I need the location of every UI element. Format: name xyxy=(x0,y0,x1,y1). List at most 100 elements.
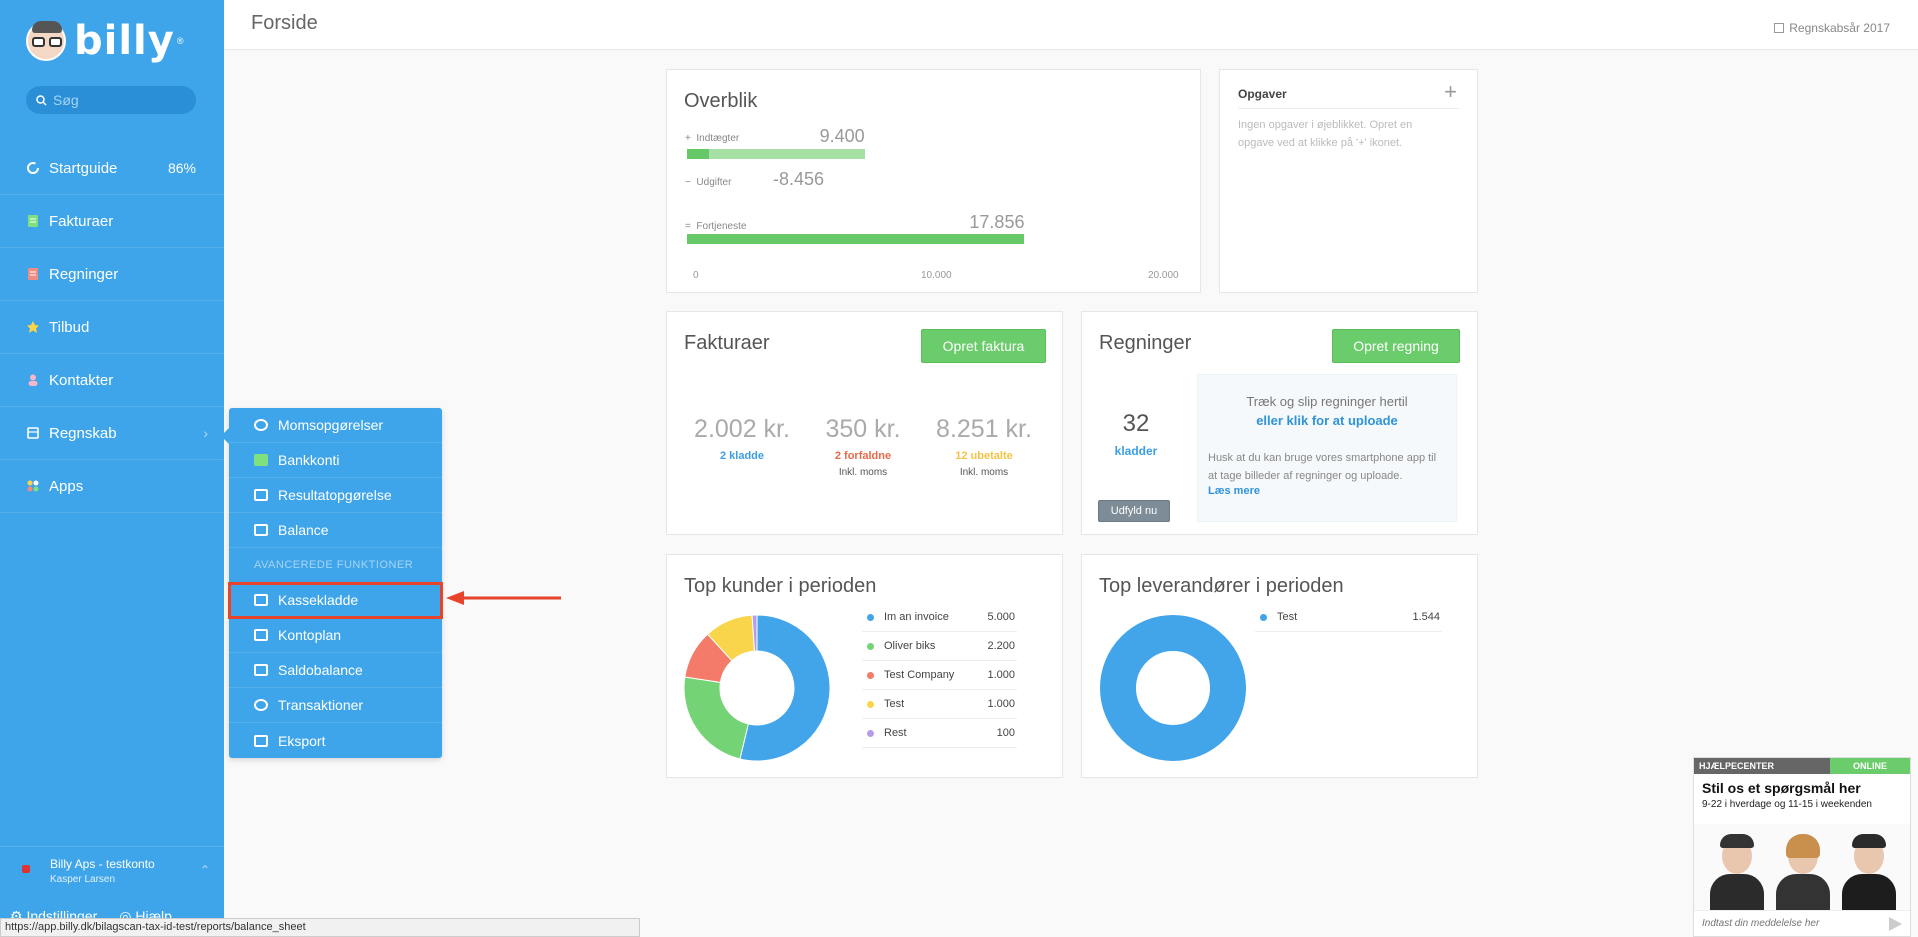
invoices-card: Fakturaer Opret faktura 2.002 kr. 2 klad… xyxy=(666,311,1063,535)
sidebar-item-regnskab[interactable]: Regnskab › xyxy=(0,407,224,460)
invoices-title: Fakturaer xyxy=(684,332,770,354)
top-customers-title: Top kunder i perioden xyxy=(684,575,877,597)
fiscal-year-selector[interactable]: Regnskabsår 2017 xyxy=(1774,21,1890,35)
stat-sub: Inkl. moms xyxy=(838,467,888,478)
search-input[interactable] xyxy=(53,92,183,108)
customer-legend-row[interactable]: Test 1.000 xyxy=(862,690,1017,719)
overview-profit-bar xyxy=(687,234,1025,244)
legend-name: Test Company xyxy=(884,669,955,681)
flyout-item-balance[interactable]: Balance xyxy=(229,513,442,548)
send-icon[interactable] xyxy=(1889,917,1902,931)
account-user: Kasper Larsen xyxy=(50,874,116,885)
page-header: Forside Regnskabsår 2017 xyxy=(224,0,1918,50)
flyout-item-saldobalance[interactable]: Saldobalance xyxy=(229,653,442,688)
sidebar-item-tilbud[interactable]: Tilbud xyxy=(0,301,224,354)
contact-icon xyxy=(28,374,38,386)
flyout-item-transaktioner[interactable]: Transaktioner xyxy=(229,688,442,723)
logo-text: billy xyxy=(74,18,175,64)
balance-icon xyxy=(254,524,268,536)
list-report-icon xyxy=(254,489,268,501)
trial-balance-icon xyxy=(254,664,268,676)
overview-income-fill xyxy=(687,149,709,159)
bill-upload-dropzone[interactable]: Træk og slip regninger hertil eller klik… xyxy=(1197,374,1457,522)
invoice-stat-draft[interactable]: 2.002 kr. 2 kladde xyxy=(672,415,812,467)
flyout-item-kassekladde[interactable]: Kassekladde xyxy=(228,582,443,619)
legend-value: 2.200 xyxy=(987,640,1015,652)
customer-legend-row[interactable]: Test Company 1.000 xyxy=(862,661,1017,690)
invoice-icon xyxy=(28,215,38,227)
overview-profit-value: 17.856 xyxy=(969,212,1025,232)
legend-value: 5.000 xyxy=(987,611,1015,623)
search-box[interactable] xyxy=(26,86,196,114)
page-title: Forside xyxy=(251,12,318,34)
sidebar-item-label: Regninger xyxy=(49,265,119,283)
flyout-item-eksport[interactable]: Eksport xyxy=(229,723,442,758)
pie-chart-icon xyxy=(254,419,268,431)
customer-legend-row[interactable]: Rest 100 xyxy=(862,719,1017,748)
tasks-empty-text: Ingen opgaver i øjeblikket. Opret en opg… xyxy=(1238,119,1413,149)
sidebar-item-label: Apps xyxy=(49,477,84,495)
flyout-item-kontoplan[interactable]: Kontoplan xyxy=(229,618,442,653)
read-more-link[interactable]: Læs mere xyxy=(1208,485,1260,497)
main-nav: Startguide 86% Fakturaer Regninger Tilbu… xyxy=(0,142,224,513)
bill-count-value: 32 xyxy=(1122,410,1150,437)
add-task-button[interactable]: + xyxy=(1444,79,1457,104)
account-name: Billy Aps - testkonto xyxy=(50,857,155,871)
sidebar-item-kontakter[interactable]: Kontakter xyxy=(0,354,224,407)
legend-name: Oliver biks xyxy=(884,640,936,652)
supplier-slice-0 xyxy=(1100,615,1246,761)
customer-slice-0 xyxy=(739,614,831,762)
chat-online-badge: ONLINE xyxy=(1830,758,1910,774)
sidebar-item-label: Startguide xyxy=(49,159,118,177)
legend-value: 1.000 xyxy=(987,669,1015,681)
transactions-icon xyxy=(254,699,268,711)
invoice-stat-unpaid[interactable]: 8.251 kr. 12 ubetalte Inkl. moms xyxy=(914,415,1054,478)
chat-message-input[interactable] xyxy=(1702,918,1882,929)
top-customers-legend: Im an invoice 5.000 Oliver biks 2.200 Test C… xyxy=(862,603,1017,748)
sidebar-item-startguide[interactable]: Startguide 86% xyxy=(0,142,224,195)
export-icon xyxy=(254,734,268,747)
chat-hours: 9-22 i hverdage og 11-15 i weekenden xyxy=(1702,799,1872,810)
stat-amount: 350 kr. xyxy=(825,415,901,443)
calendar-icon xyxy=(1774,23,1785,33)
flyout-item-momsopgorelser[interactable]: Momsopgørelser xyxy=(229,408,442,443)
legend-name: Test xyxy=(1277,611,1298,623)
sidebar-item-fakturaer[interactable]: Fakturaer xyxy=(0,195,224,248)
customer-slice-1 xyxy=(683,676,749,760)
sidebar-item-label: Tilbud xyxy=(49,318,90,336)
help-chat-widget[interactable]: HJÆLPECENTER ONLINE Stil os et spørgsmål… xyxy=(1693,757,1911,937)
logo-registered-mark: ® xyxy=(176,36,184,46)
sidebar-item-label: Fakturaer xyxy=(49,212,114,230)
customer-slice-4 xyxy=(751,614,758,652)
legend-dot-icon xyxy=(867,642,874,650)
customer-legend-row[interactable]: Oliver biks 2.200 xyxy=(862,632,1017,661)
overview-tick-2: 20.000 xyxy=(1148,270,1179,281)
bill-draft-count[interactable]: 32 kladder xyxy=(1082,410,1190,458)
accounting-icon xyxy=(27,427,39,439)
account-switcher[interactable]: Billy Aps - testkonto Kasper Larsen ⌃ xyxy=(0,846,224,890)
sidebar-item-apps[interactable]: Apps xyxy=(0,460,224,513)
supplier-legend-row[interactable]: Test 1.544 xyxy=(1255,603,1442,632)
annotation-arrow-icon xyxy=(446,591,561,605)
fill-now-button[interactable]: Udfyld nu xyxy=(1098,500,1170,522)
customer-legend-row[interactable]: Im an invoice 5.000 xyxy=(862,603,1017,632)
sidebar-item-regninger[interactable]: Regninger xyxy=(0,248,224,301)
sidebar: billy ® Startguide 86% Fakturaer Regning… xyxy=(0,0,224,937)
stat-label: 2 forfaldne xyxy=(834,450,892,462)
flyout-item-bankkonti[interactable]: Bankkonti xyxy=(229,443,442,478)
create-bill-button[interactable]: Opret regning xyxy=(1332,329,1460,363)
bank-icon xyxy=(254,454,268,466)
bill-count-label: kladder xyxy=(1114,444,1158,458)
overview-tick-0: 0 xyxy=(693,270,699,281)
invoice-stat-overdue[interactable]: 350 kr. 2 forfaldne Inkl. moms xyxy=(793,415,933,478)
billy-logo[interactable]: billy ® xyxy=(26,18,183,64)
regnskab-flyout-menu: Momsopgørelser Bankkonti Resultatopgørel… xyxy=(221,408,443,758)
top-customers-card: Top kunder i perioden Im an invoice 5.000… xyxy=(666,554,1063,778)
create-invoice-button[interactable]: Opret faktura xyxy=(921,329,1046,363)
chat-heading: Stil os et spørgsmål her xyxy=(1702,780,1861,796)
upload-link[interactable]: eller klik for at uploade xyxy=(1256,413,1398,428)
flyout-item-resultatopgorelse[interactable]: Resultatopgørelse xyxy=(229,478,442,513)
overview-income-label: + Indtægter xyxy=(685,133,740,144)
chat-input-row xyxy=(1694,910,1910,936)
chart-of-accounts-icon xyxy=(254,629,268,641)
